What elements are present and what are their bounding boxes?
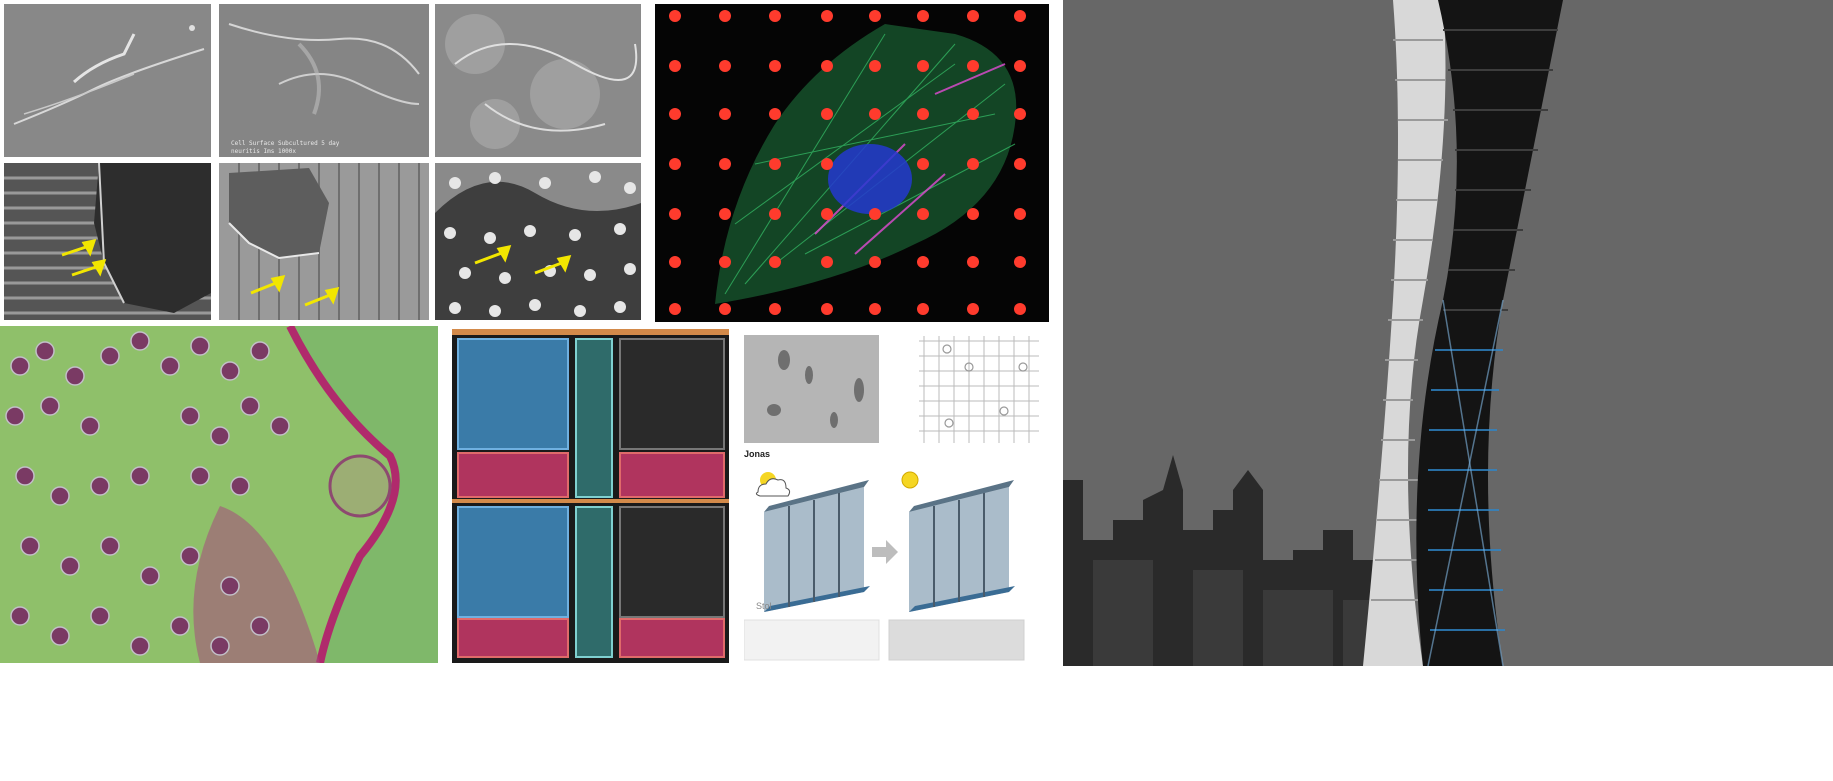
sem-caption-line-2: neuritis Ims 1000x (231, 148, 297, 155)
tower-render (1063, 0, 1833, 666)
sem-caption-line-1: Cell Surface Subcultured 5 day (231, 140, 340, 147)
sem-image-3 (435, 4, 641, 157)
fluorescence-image (655, 4, 1049, 322)
cloud-sun-icon (755, 472, 791, 497)
sem-image-2: Cell Surface Subcultured 5 day neuritis … (219, 4, 429, 157)
facade-footer-label: Stol (756, 601, 772, 611)
grey-micrograph-thumbnail (744, 335, 879, 443)
facade-diagram: Stol (744, 462, 1044, 662)
sun-icon (901, 471, 919, 489)
grid-diagram (914, 331, 1044, 448)
sem-pillar-image-2 (219, 163, 429, 320)
histology-image (0, 326, 438, 663)
facade-caption: Jonas (744, 449, 771, 459)
sem-pillar-image-1 (4, 163, 211, 320)
chip-layout-image (452, 329, 729, 663)
sem-image-1 (4, 4, 211, 157)
sem-micropost-image (435, 163, 641, 320)
